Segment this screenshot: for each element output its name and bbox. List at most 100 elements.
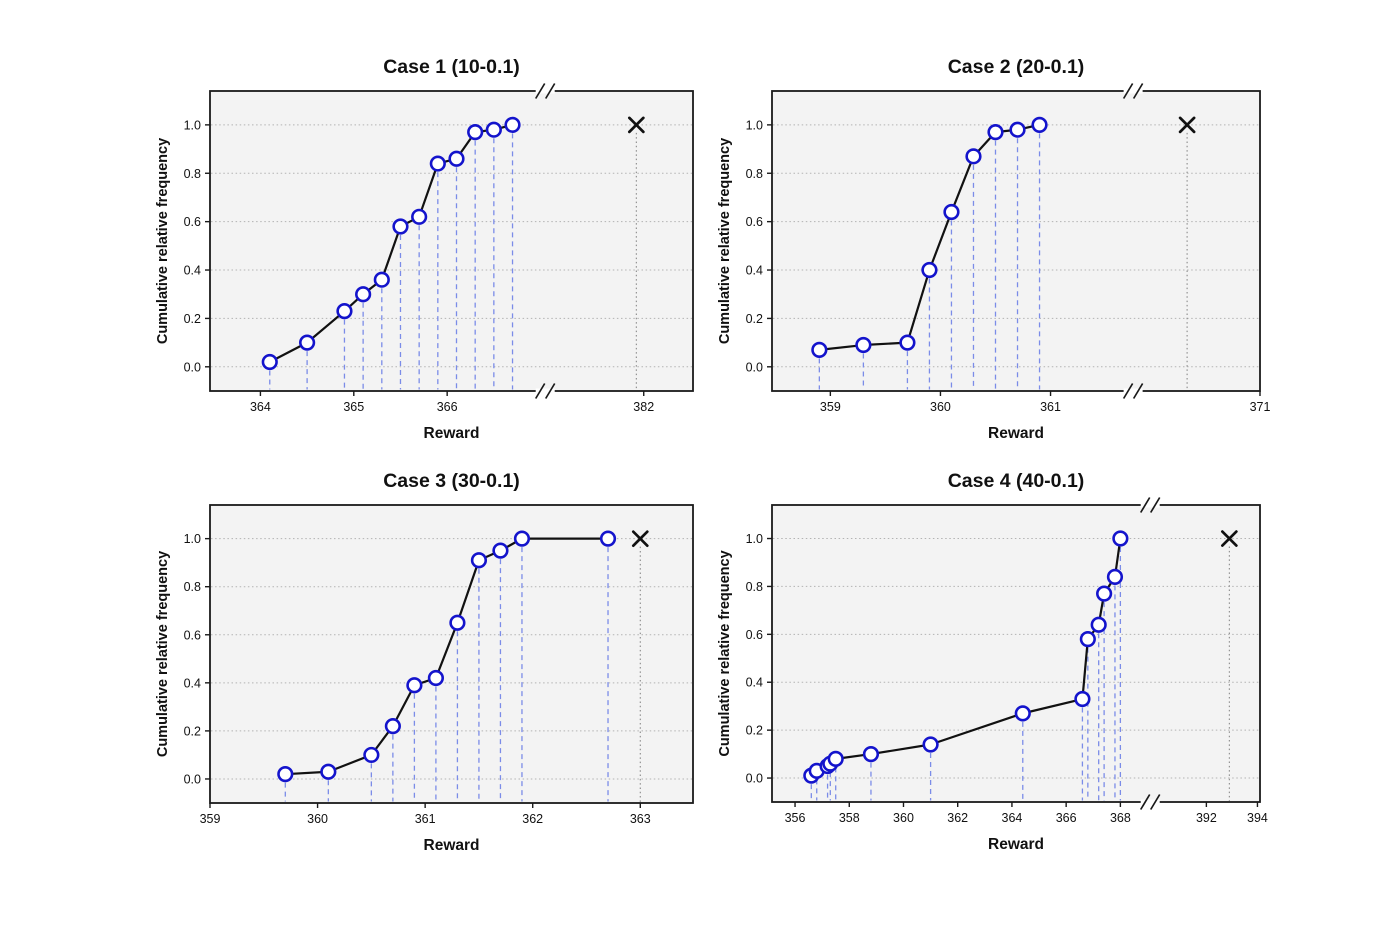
data-points <box>277 530 617 783</box>
y-tick-label: 0.2 <box>746 312 763 326</box>
axis-break-marks <box>1139 497 1161 810</box>
y-tick-label: 0.2 <box>184 312 201 326</box>
x-tick-label: 363 <box>630 812 651 826</box>
axis-break-slash <box>1132 383 1144 399</box>
data-point-marker <box>965 148 982 165</box>
y-tick-label: 0.2 <box>746 724 763 738</box>
plot-frame <box>209 90 694 392</box>
data-points <box>261 116 521 371</box>
x-tick-label: 362 <box>522 812 543 826</box>
data-point-marker <box>261 353 278 371</box>
data-point-marker <box>922 736 939 753</box>
y-tick-label: 0.4 <box>746 676 763 690</box>
data-point-marker <box>599 530 617 547</box>
data-points <box>803 530 1129 784</box>
data-points <box>811 116 1048 358</box>
data-point-marker <box>1106 568 1124 585</box>
axis-break-gap <box>535 88 555 94</box>
x-tick-label: 362 <box>947 811 968 825</box>
data-point-marker <box>1096 585 1113 602</box>
chart-title: Case 1 (10-0.1) <box>383 56 520 78</box>
data-point-marker <box>277 766 294 783</box>
droplines <box>810 547 1122 801</box>
data-point-marker <box>943 203 960 221</box>
axis-break-slash <box>1149 497 1161 513</box>
chart-title: Case 2 (20-0.1) <box>948 56 1085 78</box>
x-tick-label: 359 <box>200 812 221 826</box>
y-tick-label: 0.6 <box>746 628 763 642</box>
data-point-marker <box>429 155 446 172</box>
data-point-marker <box>1074 690 1091 708</box>
data-point-marker <box>449 614 466 631</box>
droplines <box>269 133 514 390</box>
plot-frame <box>771 90 1261 392</box>
data-point-marker <box>406 677 423 694</box>
data-point-marker <box>504 116 521 133</box>
data-point-marker <box>485 121 502 138</box>
data-point-marker <box>1009 121 1026 138</box>
data-point-marker <box>811 341 828 358</box>
axis-break-marks <box>534 83 556 399</box>
y-axis-label: Cumulative relative frequency <box>155 138 171 344</box>
chart-case-2-panel: 359 360 361 371 0.0 0.2 0.4 0.6 0.8 1.0 Case 2 (20… <box>692 40 1277 470</box>
axis-break-slash <box>1132 83 1144 99</box>
y-axis-label: Cumulative relative frequency <box>155 551 171 757</box>
x-tick-label: 360 <box>893 811 914 825</box>
data-point-marker <box>921 261 938 279</box>
y-tick-label: 0.0 <box>746 360 763 374</box>
axis-break-gap <box>1123 88 1143 94</box>
data-point-marker <box>467 124 484 141</box>
data-point-marker <box>1112 530 1129 547</box>
data-point-marker <box>855 336 872 354</box>
axis-ticks: 356 358 360 362 364 366 368 392 394 0.0 0.2 0.4 0.6 0… <box>746 532 1268 825</box>
axis-break-slash <box>1149 794 1161 810</box>
data-point-marker <box>1079 631 1096 648</box>
data-point-marker <box>427 669 445 687</box>
axis-break-slash <box>534 83 546 99</box>
y-gridlines <box>773 538 1259 779</box>
plot-area <box>772 91 1260 391</box>
y-tick-label: 0.8 <box>746 580 763 594</box>
axis-break-slash <box>1122 383 1134 399</box>
y-tick-label: 0.6 <box>184 628 201 642</box>
axis-break-slash <box>544 83 556 99</box>
data-point-marker <box>1031 116 1048 133</box>
plot-frame <box>771 504 1261 803</box>
y-tick-label: 0.4 <box>184 676 201 690</box>
data-point-marker <box>1014 705 1031 722</box>
x-tick-label: 359 <box>820 400 841 414</box>
axis-break-gap <box>535 388 555 394</box>
x-tick-label: 366 <box>1056 811 1077 825</box>
y-tick-label: 0.4 <box>184 264 201 278</box>
x-tick-label: 365 <box>343 400 364 414</box>
y-tick-label: 0.8 <box>184 580 201 594</box>
x-tick-label: 394 <box>1247 811 1268 825</box>
x-tick-label: 356 <box>785 811 806 825</box>
x-axis-label: Reward <box>988 836 1044 853</box>
plot-frame <box>209 504 694 804</box>
axis-break-slash <box>1122 83 1134 99</box>
x-marker <box>627 116 645 134</box>
y-tick-label: 1.0 <box>746 118 763 132</box>
data-point-marker <box>373 271 390 288</box>
data-point-marker <box>392 218 409 235</box>
chart-case-4-panel: 356 358 360 362 364 366 368 392 394 0.0 0.2 0.4 0.6 0… <box>692 454 1277 884</box>
data-point-marker <box>363 746 380 764</box>
axis-ticks: 359 360 361 362 363 0.0 0.2 0.4 0.6 0.8 1.0 <box>184 532 651 826</box>
data-point-marker <box>299 334 316 351</box>
x-tick-label: 364 <box>250 400 271 414</box>
x-tick-label: 382 <box>633 400 654 414</box>
x-tick-label: 366 <box>437 400 458 414</box>
axis-break-slash <box>534 383 546 399</box>
axis-break-marks <box>1122 83 1144 399</box>
droplines <box>818 133 1041 390</box>
x-tick-label: 361 <box>415 812 436 826</box>
data-point-marker <box>899 334 916 351</box>
axis-break-slash <box>544 383 556 399</box>
y-tick-label: 0.6 <box>746 215 763 229</box>
x-tick-label: 360 <box>307 812 328 826</box>
ecdf-chart: 356 358 360 362 364 366 368 392 394 0.0 0.2 0.4 0.6 0… <box>717 470 1268 853</box>
y-axis-label: Cumulative relative frequency <box>717 138 733 344</box>
x-tick-label: 364 <box>1002 811 1023 825</box>
